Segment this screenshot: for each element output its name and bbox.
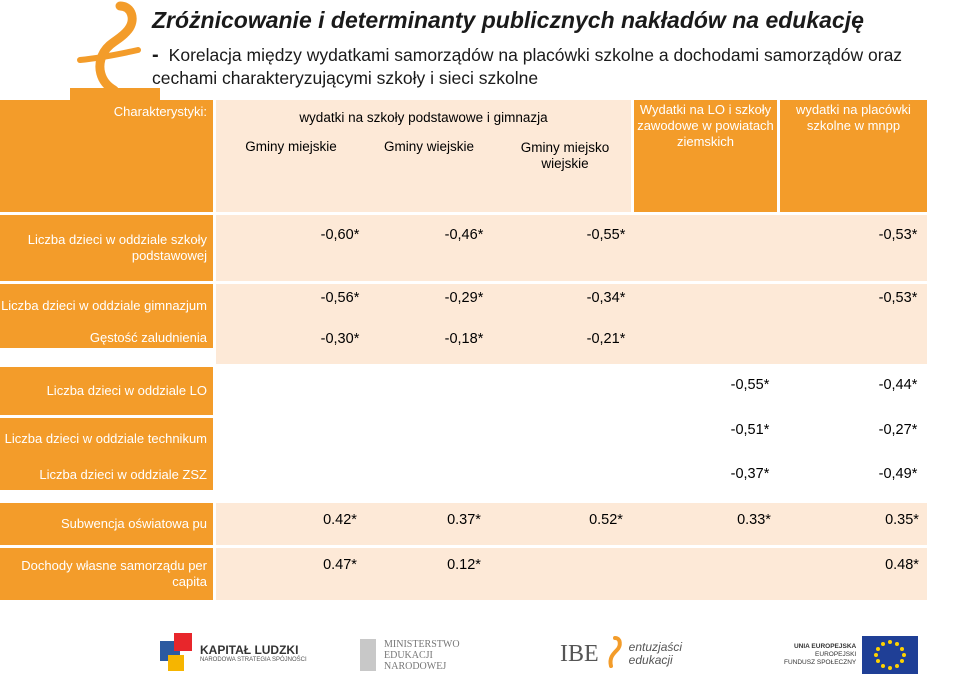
- slide-title: Zróżnicowanie i determinanty publicznych…: [152, 7, 864, 33]
- row-bg: [216, 284, 927, 364]
- col-header-mnpp-text: wydatki na placówki szkolne w mnpp: [796, 102, 911, 133]
- correlation-table: Charakterystyki: wydatki na szkoły podst…: [0, 100, 960, 600]
- table-cell: -0,53*: [878, 290, 918, 306]
- ibe-tag2: edukacji: [628, 653, 673, 667]
- table-cell: 0.48*: [885, 557, 919, 573]
- corner-label-text: Charakterystyki:: [113, 104, 207, 119]
- col-header-mnpp: wydatki na placówki szkolne w mnpp: [780, 100, 927, 212]
- row-label: Liczba dzieci w oddziale szkoły podstawo…: [0, 215, 213, 281]
- kapital-sub: NARODOWA STRATEGIA SPÓJNOŚCI: [200, 657, 307, 663]
- ibe-tag1: entuzjaści: [628, 640, 683, 654]
- row-bg: [216, 367, 927, 415]
- table-cell: -0,56*: [320, 290, 360, 306]
- col-header-lo-szkoly-zawodowe: Wydatki na LO i szkoły zawodowe w powiat…: [634, 100, 777, 212]
- kapital-ludzki-logo: KAPITAŁ LUDZKI NARODOWA STRATEGIA SPÓJNO…: [160, 630, 310, 676]
- table-cell: -0,34*: [586, 290, 626, 306]
- col-header-lo-text: Wydatki na LO i szkoły zawodowe w powiat…: [637, 102, 774, 149]
- corner-label: Charakterystyki:: [0, 100, 213, 212]
- table-cell: -0,55*: [730, 377, 770, 393]
- table-cell: -0,27*: [878, 422, 918, 438]
- ibe-ribbon-icon: [608, 636, 622, 668]
- row-bg: [216, 503, 927, 545]
- table-cell: -0,29*: [444, 290, 484, 306]
- kapital-title: KAPITAŁ LUDZKI: [200, 643, 299, 657]
- kapital-ludzki-icon: [160, 633, 192, 671]
- row-label: Liczba dzieci w oddziale technikum: [0, 418, 213, 460]
- table-cell: 0.47*: [323, 557, 357, 573]
- table-cell: -0,49*: [878, 466, 918, 482]
- subtitle-text: Korelacja między wydatkami samorządów na…: [152, 45, 903, 88]
- group-header-cell: [216, 100, 631, 212]
- ibe-logo: IBE entuzjaści edukacji: [560, 632, 710, 676]
- row-bg: [216, 215, 927, 281]
- col-header-gminy-miejsko-wiejskie: Gminy miejsko wiejskie: [520, 140, 610, 171]
- men-line2: EDUKACJI: [384, 649, 433, 661]
- row-label: Liczba dzieci w oddziale ZSZ: [0, 460, 213, 490]
- footer-logos: KAPITAŁ LUDZKI NARODOWA STRATEGIA SPÓJNO…: [0, 620, 960, 680]
- row-label: Dochody własne samorządu per capita: [0, 548, 213, 600]
- col-header-gminy-wiejskie: Gminy wiejskie: [383, 139, 475, 154]
- men-logo: MINISTERSTWO EDUKACJI NARODOWEJ: [356, 630, 466, 680]
- row-label: Liczba dzieci w oddziale LO: [0, 367, 213, 415]
- men-line1: MINISTERSTWO: [384, 638, 460, 650]
- ibe-text: IBE: [560, 640, 599, 667]
- table-cell: -0,21*: [586, 331, 626, 347]
- row-label: Gęstość zaludnienia: [0, 328, 213, 348]
- table-cell: 0.37*: [447, 512, 481, 528]
- table-cell: -0,60*: [320, 227, 360, 243]
- subtitle-dash: -: [152, 44, 159, 66]
- table-cell: -0,30*: [320, 331, 360, 347]
- eagle-emblem-icon: [360, 639, 376, 671]
- table-cell: 0.33*: [737, 512, 771, 528]
- row-label: Subwencja oświatowa pu: [0, 503, 213, 545]
- table-cell: 0.35*: [885, 512, 919, 528]
- eu-line1: UNIA EUROPEJSKA: [793, 643, 857, 650]
- row-label: Liczba dzieci w oddziale gimnazjum: [0, 284, 213, 328]
- table-cell: -0,18*: [444, 331, 484, 347]
- table-cell: -0,53*: [878, 227, 918, 243]
- eu-logo: UNIA EUROPEJSKA EUROPEJSKI FUNDUSZ SPOŁE…: [784, 632, 960, 678]
- men-line3: NARODOWEJ: [384, 660, 447, 672]
- table-cell: -0,55*: [586, 227, 626, 243]
- table-cell: -0,51*: [730, 422, 770, 438]
- table-cell: -0,44*: [878, 377, 918, 393]
- row-bg: [216, 548, 927, 600]
- group-header: wydatki na szkoły podstawowe i gimnazja: [299, 110, 548, 125]
- slide-subtitle: - Korelacja między wydatkami samorządów n…: [152, 44, 942, 90]
- col-header-gminy-miejskie: Gminy miejskie: [245, 139, 337, 154]
- table-cell: 0.42*: [323, 512, 357, 528]
- table-cell: 0.52*: [589, 512, 623, 528]
- table-cell: -0,46*: [444, 227, 484, 243]
- table-cell: -0,37*: [730, 466, 770, 482]
- row-bg: [216, 418, 927, 500]
- eu-line2: EUROPEJSKI: [815, 651, 857, 658]
- table-cell: 0.12*: [447, 557, 481, 573]
- eu-line3: FUNDUSZ SPOŁECZNY: [784, 659, 857, 666]
- eu-flag-icon: [862, 636, 919, 674]
- ribbon-logo-icon: [70, 1, 160, 100]
